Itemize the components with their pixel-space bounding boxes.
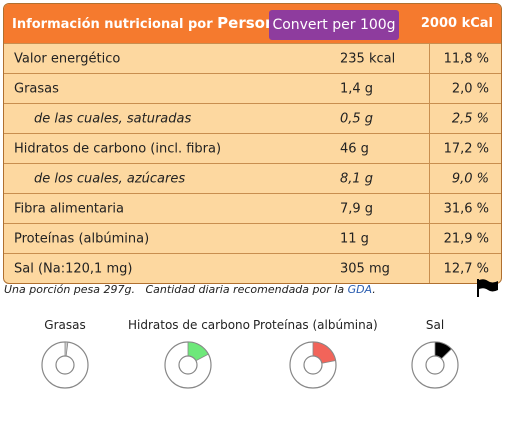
nutrient-label: Sal (Na:120,1 mg) bbox=[14, 261, 133, 276]
gauge: Grasas bbox=[5, 318, 125, 390]
nutrient-percent: 31,6 % bbox=[443, 201, 489, 216]
nutrient-value: 7,9 g bbox=[340, 201, 374, 216]
gauge-label: Proteínas (albúmina) bbox=[253, 318, 378, 332]
nutrition-row: de los cuales, azúcares 8,1 g 9,0 % bbox=[4, 163, 501, 193]
nutrient-percent: 17,2 % bbox=[443, 141, 489, 156]
nutrient-value: 1,4 g bbox=[340, 81, 374, 96]
nutrition-rows: Valor energético 235 kcal 11,8 % Grasas 1,4 … bbox=[4, 43, 501, 283]
nutrient-label: de los cuales, azúcares bbox=[34, 171, 186, 186]
nutrient-value: 0,5 g bbox=[340, 111, 374, 126]
nutrient-label: Proteínas (albúmina) bbox=[14, 231, 150, 246]
gauge-hub bbox=[425, 355, 445, 375]
table-header: Información nutricional por Person Conve… bbox=[4, 4, 501, 43]
nutrient-value: 235 kcal bbox=[340, 51, 396, 66]
nutrition-table: Información nutricional por Person Conve… bbox=[3, 3, 502, 284]
reference-kcal: 2000 kCal bbox=[420, 16, 493, 31]
gauge-dial bbox=[164, 341, 212, 389]
convert-per-100g-button[interactable]: Convert per 100g bbox=[269, 10, 399, 40]
gauge: Sal bbox=[375, 318, 495, 390]
nutrient-value: 8,1 g bbox=[340, 171, 374, 186]
gauge-label: Hidratos de carbono bbox=[128, 318, 250, 332]
gauge-hub bbox=[303, 355, 323, 375]
nutrient-percent: 9,0 % bbox=[451, 171, 489, 186]
nutrient-label: Fibra alimentaria bbox=[14, 201, 124, 216]
nutrition-row: Valor energético 235 kcal 11,8 % bbox=[4, 43, 501, 73]
gauge-label: Sal bbox=[425, 318, 445, 332]
black-flag-icon[interactable] bbox=[476, 278, 500, 302]
nutrient-label: Valor energético bbox=[14, 51, 121, 66]
nutrient-percent: 2,5 % bbox=[451, 111, 489, 126]
nutrient-value: 11 g bbox=[340, 231, 369, 246]
gauge: Proteínas (albúmina) bbox=[253, 318, 378, 390]
nutrient-percent: 2,0 % bbox=[451, 81, 489, 96]
header-title-prefix: Información nutricional por bbox=[12, 17, 213, 32]
nutrition-row: Proteínas (albúmina) 11 g 21,9 % bbox=[4, 223, 501, 253]
nutrient-label: de las cuales, saturadas bbox=[34, 111, 192, 126]
nutrient-label: Grasas bbox=[14, 81, 59, 96]
column-divider bbox=[429, 43, 430, 283]
nutrient-value: 46 g bbox=[340, 141, 369, 156]
gauge-hub bbox=[55, 355, 75, 375]
gauge-label: Grasas bbox=[44, 318, 86, 332]
gda-link[interactable]: GDA bbox=[347, 283, 373, 296]
nutrition-row: Grasas 1,4 g 2,0 % bbox=[4, 73, 501, 103]
header-title-unit: Person bbox=[217, 14, 276, 32]
portion-note: Una porción pesa 297g. bbox=[4, 283, 135, 296]
nutrient-value: 305 mg bbox=[340, 261, 390, 276]
gauge: Hidratos de carbono bbox=[128, 318, 250, 390]
nutrient-percent: 21,9 % bbox=[443, 231, 489, 246]
nutrition-row: de las cuales, saturadas 0,5 g 2,5 % bbox=[4, 103, 501, 133]
nutrient-percent: 11,8 % bbox=[443, 51, 489, 66]
footnote: Una porción pesa 297g. Cantidad diaria r… bbox=[4, 283, 376, 296]
gda-note-end: . bbox=[372, 283, 376, 296]
nutrition-row: Sal (Na:120,1 mg) 305 mg 12,7 % bbox=[4, 253, 501, 283]
header-title: Información nutricional por Person bbox=[12, 14, 276, 32]
nutrition-row: Hidratos de carbono (incl. fibra) 46 g 17,… bbox=[4, 133, 501, 163]
gda-note: Cantidad diaria recomendada por la bbox=[145, 283, 345, 296]
nutrition-row: Fibra alimentaria 7,9 g 31,6 % bbox=[4, 193, 501, 223]
nutrient-percent: 12,7 % bbox=[443, 261, 489, 276]
nutrient-label: Hidratos de carbono (incl. fibra) bbox=[14, 141, 222, 156]
gauge-dial bbox=[289, 341, 337, 389]
gauge-dial bbox=[41, 341, 89, 389]
gauge-dial bbox=[411, 341, 459, 389]
gauge-hub bbox=[178, 355, 198, 375]
